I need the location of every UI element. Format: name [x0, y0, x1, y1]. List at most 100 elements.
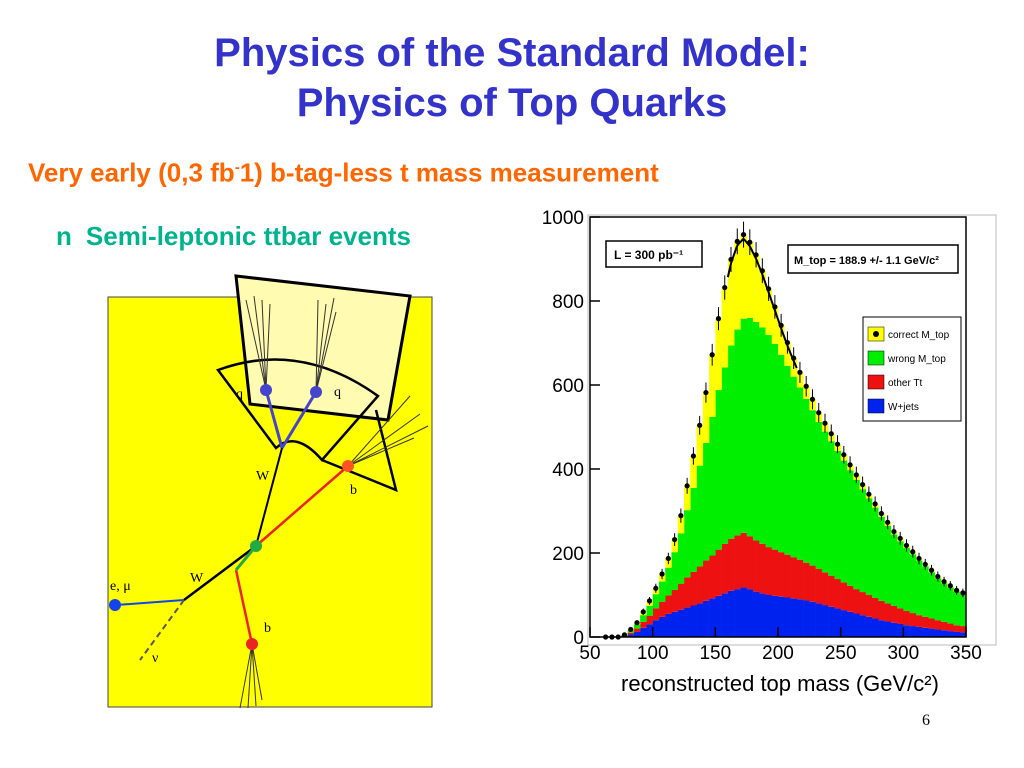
label-b-top: b: [350, 483, 357, 498]
data-point-59: [960, 590, 966, 596]
data-point-9: [646, 598, 653, 604]
bar-0-41: [846, 611, 854, 637]
luminosity-label: L = 300 pb⁻¹: [614, 248, 683, 262]
bar-2-50: [903, 547, 910, 611]
label-w-bottom: W: [190, 571, 204, 586]
bar-3-25: [746, 242, 754, 318]
bar-0-16: [690, 605, 697, 637]
data-point-21: [722, 284, 728, 291]
bar-1-13: [671, 589, 679, 612]
bar-3-27: [759, 270, 766, 328]
bar-1-32: [790, 557, 798, 599]
bar-1-47: [884, 603, 892, 622]
data-point-10: [653, 585, 659, 591]
bar-2-25: [746, 317, 754, 537]
bar-3-31: [784, 342, 791, 366]
data-point-24: [740, 232, 747, 238]
data-point-47: [885, 519, 891, 525]
quark-dot-2: [310, 386, 322, 398]
data-point-33: [797, 369, 803, 375]
bar-3-23: [734, 241, 741, 330]
bar-0-26: [752, 591, 760, 637]
bar-1-25: [746, 536, 754, 590]
bar-0-15: [684, 607, 691, 637]
bar-2-51: [909, 554, 917, 614]
bar-1-49: [897, 608, 904, 624]
bar-1-46: [878, 600, 885, 621]
data-point-14: [678, 513, 684, 519]
data-point-45: [872, 501, 878, 507]
x-tick-label-0: 50: [579, 643, 600, 664]
bar-3-29: [771, 306, 779, 344]
bar-1-17: [696, 566, 704, 604]
bar-2-38: [828, 441, 835, 576]
bar-1-50: [903, 610, 910, 626]
bar-2-34: [803, 398, 810, 563]
bar-2-32: [790, 376, 798, 558]
bullet-text: Semi-leptonic ttbar events: [85, 221, 411, 251]
bar-0-45: [872, 618, 879, 637]
bar-1-34: [803, 562, 810, 601]
bar-1-8: [640, 621, 647, 628]
bar-1-16: [690, 571, 697, 606]
bar-3-22: [727, 259, 735, 346]
bar-2-15: [684, 510, 691, 578]
x-tick-label-2: 150: [699, 643, 731, 664]
bar-0-7: [633, 631, 641, 637]
bar-0-25: [746, 589, 754, 637]
bar-2-12: [665, 567, 672, 596]
bar-2-28: [765, 335, 773, 548]
legend-label-1: wrong M_top: [887, 354, 946, 365]
jet-spray-q2: [315, 297, 337, 393]
data-point-52: [916, 555, 922, 562]
bar-0-17: [696, 603, 704, 637]
data-point-8: [640, 609, 646, 615]
bar-1-36: [815, 568, 823, 604]
x-axis-ticks: 50 100 150 200 250 300 350: [579, 627, 982, 664]
legend-marker: [873, 331, 879, 337]
bar-0-31: [784, 597, 791, 637]
bar-1-54: [928, 618, 935, 629]
data-point-36: [816, 410, 822, 416]
bar-2-58: [953, 591, 961, 626]
label-b-bottom: b: [264, 621, 271, 636]
bar-1-28: [765, 547, 773, 595]
data-point-20: [715, 316, 722, 322]
bar-1-56: [940, 621, 948, 631]
subtitle-post: 1) b-tag-less t mass measurement: [239, 157, 659, 188]
data-point-34: [803, 383, 809, 389]
quark-dot-1: [260, 384, 272, 396]
bar-0-29: [771, 595, 779, 637]
bar-2-31: [784, 365, 791, 555]
bar-3-20: [715, 318, 722, 391]
bar-2-53: [922, 566, 929, 617]
bar-2-20: [715, 390, 722, 550]
y-tick-label-3: 600: [552, 376, 584, 397]
data-point-49: [897, 535, 903, 541]
y-tick-label-4: 800: [552, 292, 584, 313]
bar-1-30: [778, 552, 785, 597]
bar-0-47: [884, 621, 892, 637]
data-point-37: [822, 420, 828, 426]
data-point-54: [928, 567, 935, 573]
bar-0-20: [715, 595, 722, 637]
bar-1-48: [890, 605, 898, 623]
fit-result-label: M_top = 188.9 +/- 1.1 GeV/c²: [794, 255, 939, 267]
bar-1-14: [677, 583, 685, 610]
jet-spray-q1: [245, 295, 271, 391]
data-point-6: [628, 626, 634, 633]
bar-1-20: [715, 549, 722, 596]
bar-2-11: [658, 581, 666, 602]
top-vertex-dot: [250, 540, 262, 552]
bar-0-30: [778, 596, 785, 637]
data-point-43: [860, 481, 866, 488]
bar-2-52: [915, 560, 923, 616]
x-tick-label-5: 300: [887, 643, 919, 664]
bar-1-42: [853, 589, 860, 614]
data-point-11: [659, 571, 665, 577]
bar-0-19: [709, 598, 716, 637]
legend-swatch-3: [867, 398, 885, 414]
bar-1-33: [796, 559, 804, 600]
data-point-55: [935, 573, 941, 580]
bar-3-15: [684, 485, 691, 511]
